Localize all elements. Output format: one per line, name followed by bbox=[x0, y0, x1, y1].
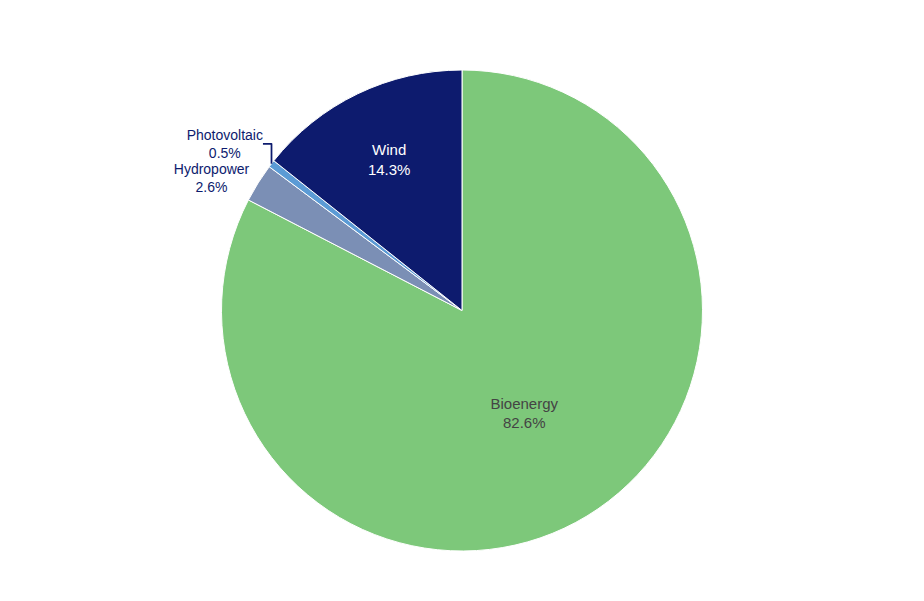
svg-text:Photovoltaic0.5%: Photovoltaic0.5% bbox=[187, 127, 263, 161]
svg-text:Hydropower2.6%: Hydropower2.6% bbox=[174, 161, 250, 195]
svg-text:Bioenergy82.6%: Bioenergy82.6% bbox=[490, 395, 558, 432]
svg-text:Wind14.3%: Wind14.3% bbox=[368, 141, 411, 178]
